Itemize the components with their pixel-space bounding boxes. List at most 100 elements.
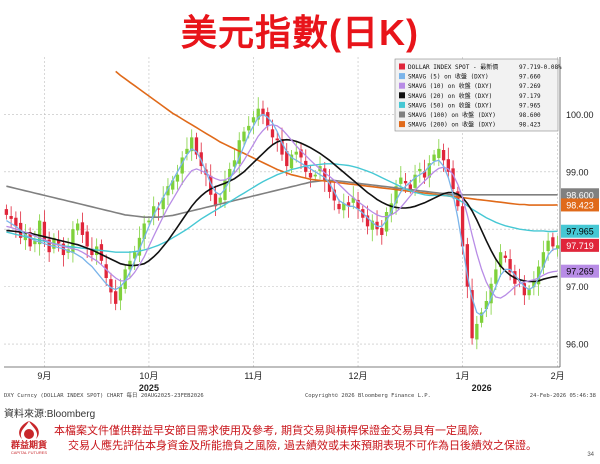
price-tag (561, 264, 599, 278)
candle-body (99, 244, 104, 261)
candle-body (294, 151, 298, 155)
disclaimer: 本檔案文件僅供群益早安節目需求使用及參考, 期貨交易與槓桿保證金交易具有一定風險… (54, 424, 574, 453)
candle-body (498, 252, 503, 268)
legend-swatch (399, 111, 405, 118)
candle-body (380, 228, 384, 235)
candle-body (185, 148, 189, 155)
legend-swatch (399, 63, 405, 70)
candle-body (261, 108, 265, 115)
candle-body (308, 172, 313, 178)
legend-label: SMAVG (200) on 收盤 (DXY) (408, 121, 496, 129)
candle-body (33, 240, 37, 245)
candle-body (285, 151, 289, 167)
chart-footer-left: DXY Curncy (DOLLAR INDEX SPOT) CHART 每日 … (4, 391, 204, 399)
legend-label: SMAVG (50) on 收盤 (DXY) (408, 101, 492, 109)
candle-body (536, 266, 541, 285)
legend-label: SMAVG (10) on 收盤 (DXY) (408, 82, 492, 90)
candle-body (432, 154, 436, 161)
candle-body (85, 231, 89, 247)
legend-value: 97.965 (519, 102, 541, 109)
legend-label: SMAVG (100) on 收盤 (DXY) (408, 111, 496, 119)
candle-body (370, 220, 374, 230)
candle-body (228, 168, 232, 181)
chart-footer-center: Copyright© 2026 Bloomberg Finance L.P. (305, 393, 431, 399)
candle-body (437, 148, 441, 159)
candle-body (133, 252, 137, 259)
candle-body (175, 174, 180, 182)
candle-body (232, 160, 237, 167)
chart-footer-right: 24-Feb-2026 05:46:38 (530, 393, 596, 399)
sma5-line (6, 113, 558, 317)
candle-body (56, 240, 61, 244)
candle-body (323, 168, 327, 181)
data-source: 資料來源:Bloomberg (4, 409, 96, 420)
chart-svg: 96.0097.0098.0099.00100.009月10月11月12月1月2… (0, 55, 600, 403)
candle-body (118, 286, 123, 301)
candle-body (299, 149, 303, 158)
candle-body (555, 245, 560, 249)
candle-body (180, 157, 184, 174)
candle-body (142, 223, 146, 239)
legend-swatch (399, 92, 405, 99)
x-month-label: 2月 (551, 371, 565, 381)
candle-body (403, 181, 408, 184)
candle-body (14, 217, 18, 227)
disclaimer-line-1: 本檔案文件僅供群益早安節目需求使用及參考, 期貨交易與槓桿保證金交易具有一定風險… (54, 424, 483, 437)
candle-body (351, 197, 355, 203)
candle-body (9, 216, 13, 219)
sma100-line (6, 179, 558, 218)
candle-body (42, 221, 47, 241)
candle-body (280, 139, 284, 155)
candle-body (242, 131, 246, 142)
candle-body (37, 220, 42, 245)
y-tick-label: 96.00 (566, 340, 589, 350)
candle-body (256, 108, 260, 120)
candle-body (337, 203, 341, 210)
legend-label: SMAVG (20) on 收盤 (DXY) (408, 92, 492, 100)
sma50-line (6, 163, 558, 253)
candle-body (161, 197, 165, 210)
candle-body (427, 163, 431, 178)
price-tag-label: 97.269 (566, 267, 594, 277)
candle-body (156, 208, 161, 210)
candle-body (114, 291, 118, 304)
legend-label: DOLLAR INDEX SPOT - 最新價 (408, 63, 498, 71)
candle-body (190, 137, 194, 152)
legend-value: 98.600 (519, 112, 541, 119)
legend-label: SMAVG (5) on 收盤 (DXY) (408, 73, 489, 81)
candle-body (446, 159, 450, 172)
x-month-label: 10月 (139, 371, 158, 381)
candle-body (356, 199, 360, 210)
candle-body (109, 279, 113, 293)
candle-body (28, 232, 32, 247)
y-tick-label: 100.00 (566, 110, 594, 120)
candle-body (137, 237, 142, 256)
page-title: 美元指數(日K) (181, 12, 419, 53)
candle-body (247, 125, 251, 131)
candle-body (213, 193, 218, 207)
candle-body (95, 246, 99, 256)
candle-body (275, 138, 279, 141)
price-tag-label: 98.423 (566, 200, 594, 210)
candle-body (384, 212, 389, 232)
candle-body (532, 280, 536, 288)
candle-body (365, 215, 370, 227)
capital-futures-logo-icon (19, 421, 39, 439)
legend-swatch (399, 101, 405, 108)
legend-value: 97.269 (519, 83, 541, 90)
price-tag-label: 98.600 (566, 190, 594, 200)
candle-body (503, 255, 508, 258)
candle-body (152, 206, 156, 218)
candle-body (80, 222, 85, 235)
candle-body (251, 117, 256, 123)
y-tick-label: 97.00 (566, 282, 589, 292)
legend-box (394, 58, 559, 132)
sma20-line (6, 138, 558, 283)
candle-body (413, 174, 417, 188)
legend-value: 98.423 (519, 122, 541, 129)
x-month-label: 9月 (37, 371, 51, 381)
candle-body (546, 240, 550, 252)
legend-swatch (399, 121, 405, 128)
candle-body (399, 177, 403, 184)
price-tag (561, 198, 599, 212)
